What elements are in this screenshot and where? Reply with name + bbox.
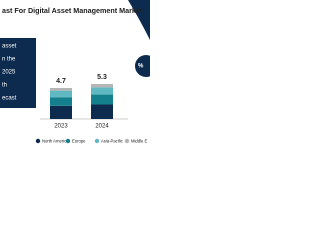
bar-segment — [50, 87, 72, 91]
bar-segment — [50, 105, 72, 119]
badge — [135, 55, 150, 77]
bar-segment — [50, 90, 72, 98]
legend-swatch — [35, 138, 41, 144]
bar-segment — [91, 84, 113, 88]
legend-label: North America — [42, 138, 69, 143]
legend-label: Middle E — [131, 138, 147, 143]
side-text: ecast — [2, 96, 17, 102]
bar-segment — [91, 94, 113, 105]
x-tick-label: 2023 — [54, 124, 68, 130]
side-text: asset — [2, 44, 17, 50]
bar-segment — [50, 97, 72, 106]
side-text: n the — [2, 57, 16, 63]
side-panel — [0, 38, 36, 108]
total-label: 5.3 — [97, 74, 107, 81]
chart-title: ast For Digital Asset Management Market — [2, 6, 143, 15]
bar-segment — [91, 87, 113, 95]
badge-text: % — [138, 64, 144, 70]
x-tick-label: 2024 — [95, 124, 109, 130]
legend-swatch — [65, 138, 71, 144]
bar-segment — [91, 104, 113, 119]
legend-swatch — [94, 138, 100, 144]
total-label: 4.7 — [56, 78, 66, 85]
legend-swatch — [124, 138, 130, 144]
chart: ast For Digital Asset Management Market … — [0, 0, 150, 150]
side-text: th — [2, 83, 7, 89]
legend-label: Europe — [72, 138, 86, 143]
legend-label: Asia-Pacific — [101, 138, 123, 143]
corner-decoration — [128, 0, 150, 40]
side-text: 2025 — [2, 70, 16, 76]
